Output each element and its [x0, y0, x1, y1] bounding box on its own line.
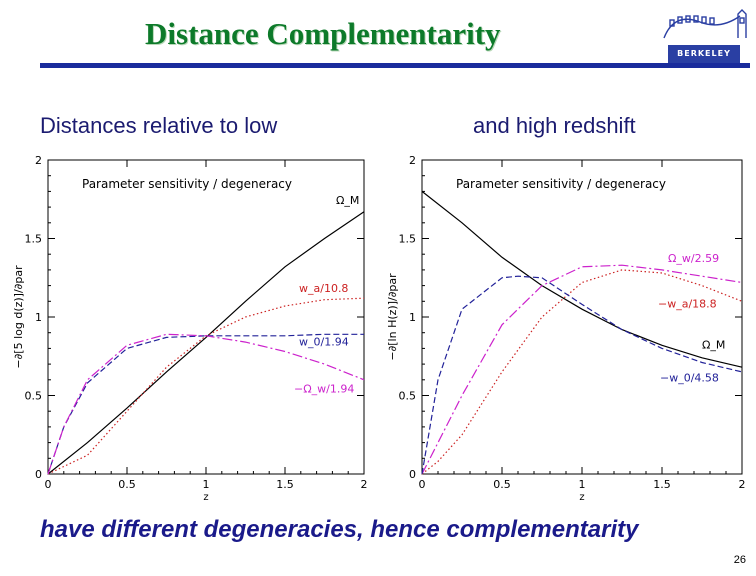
- series-label: Ω_M: [702, 338, 725, 351]
- x-axis-label: z: [579, 492, 584, 503]
- y-tick-label: 1.5: [399, 233, 417, 246]
- series-label: −w_0/4.58: [660, 371, 719, 384]
- y-tick-label: 0.5: [25, 390, 43, 403]
- slide-title: Distance Complementarity: [145, 16, 501, 52]
- hubble-sensitivity-chart: 0 0.5 1 1.5 2 0 0.5 1 1.5 2 z −∂[ln H(z)]/∂par Param…: [380, 148, 750, 508]
- y-tick-label: 1.5: [25, 233, 43, 246]
- title-rule: [40, 63, 750, 68]
- subtitle-high-redshift: and high redshift: [473, 113, 636, 139]
- x-tick-label: 2: [361, 478, 368, 491]
- x-tick-label: 1.5: [653, 478, 671, 491]
- series-label: Ω_M: [336, 194, 359, 207]
- x-tick-label: 1: [579, 478, 586, 491]
- series-line: [422, 265, 742, 474]
- x-tick-label: 1: [203, 478, 210, 491]
- footer-caption: have different degeneracies, hence compl…: [40, 516, 638, 544]
- series-label: −Ω_w/1.94: [294, 382, 354, 395]
- chart-title: Parameter sensitivity / degeneracy: [82, 177, 292, 191]
- plot-frame: [48, 160, 364, 474]
- x-axis-label: z: [203, 492, 208, 503]
- y-tick-label: 2: [35, 154, 42, 167]
- series-line: [422, 191, 742, 367]
- y-axis-label: −∂[5 log d(z)]/∂par: [12, 265, 25, 369]
- x-tick-label: 0: [419, 478, 426, 491]
- x-tick-label: 0: [45, 478, 52, 491]
- y-tick-label: 1: [409, 311, 416, 324]
- x-tick-label: 2: [739, 478, 746, 491]
- berkeley-lab-logo: BERKELEY LAB: [660, 8, 750, 66]
- y-tick-label: 0: [409, 468, 416, 481]
- distance-sensitivity-chart: 0 0.5 1 1.5 2 0 0.5 1 1.5 2 z −∂[5 log d(z)]/∂par Pa…: [6, 148, 372, 508]
- x-tick-label: 0.5: [493, 478, 511, 491]
- series-line: [48, 334, 364, 474]
- logo-text: BERKELEY LAB: [668, 45, 740, 63]
- y-axis-label: −∂[ln H(z)]/∂par: [386, 273, 399, 361]
- series-label: w_0/1.94: [299, 335, 349, 348]
- chart-title: Parameter sensitivity / degeneracy: [456, 177, 666, 191]
- y-tick-label: 0: [35, 468, 42, 481]
- plot-frame: [422, 160, 742, 474]
- y-tick-label: 0.5: [399, 390, 417, 403]
- y-tick-label: 1: [35, 311, 42, 324]
- series-line: [48, 334, 364, 474]
- x-tick-label: 0.5: [118, 478, 136, 491]
- series-label: w_a/10.8: [299, 282, 348, 295]
- x-tick-label: 1.5: [276, 478, 294, 491]
- page-number: 26: [734, 554, 746, 566]
- series-label: −w_a/18.8: [658, 298, 717, 311]
- subtitle-low-redshift: Distances relative to low: [40, 113, 277, 139]
- y-tick-label: 2: [409, 154, 416, 167]
- series-label: Ω_w/2.59: [668, 252, 719, 265]
